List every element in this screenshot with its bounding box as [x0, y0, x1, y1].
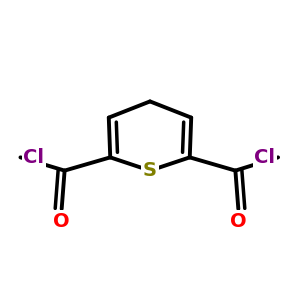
Text: O: O — [230, 212, 247, 231]
Text: Cl: Cl — [254, 148, 275, 167]
Text: S: S — [143, 161, 157, 180]
Text: O: O — [53, 212, 70, 231]
Text: Cl: Cl — [23, 148, 44, 167]
